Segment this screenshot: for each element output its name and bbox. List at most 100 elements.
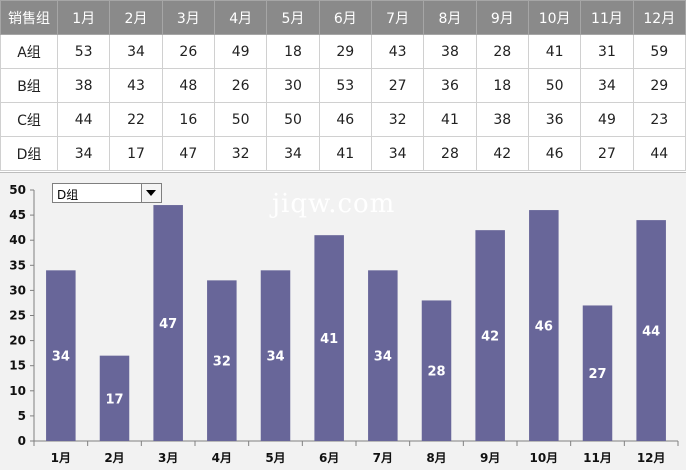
x-tick-label: 10月 bbox=[529, 451, 558, 465]
month-header: 5月 bbox=[266, 0, 320, 35]
x-tick-label: 5月 bbox=[265, 451, 285, 465]
bar bbox=[475, 230, 505, 441]
dropdown-arrow-icon[interactable] bbox=[141, 184, 161, 202]
table-row: A组 53 34 26 49 18 29 43 38 28 41 31 59 bbox=[0, 34, 686, 69]
corner-header: 销售组 bbox=[0, 0, 58, 35]
value-cell: 16 bbox=[161, 102, 215, 137]
bar bbox=[207, 280, 237, 441]
y-tick-label: 0 bbox=[18, 434, 26, 448]
bar bbox=[636, 220, 666, 441]
value-cell: 34 bbox=[370, 136, 425, 171]
value-cell: 50 bbox=[213, 102, 268, 137]
bar-data-label: 47 bbox=[159, 317, 177, 332]
value-cell: 28 bbox=[475, 34, 529, 69]
bar-data-label: 42 bbox=[481, 330, 499, 345]
value-cell: 31 bbox=[580, 34, 634, 69]
bar-data-label: 32 bbox=[213, 355, 231, 370]
value-cell: 29 bbox=[632, 68, 686, 103]
value-cell: 50 bbox=[266, 102, 320, 137]
bar bbox=[153, 205, 183, 441]
value-cell: 38 bbox=[56, 68, 111, 103]
value-cell: 41 bbox=[318, 136, 372, 171]
value-cell: 36 bbox=[423, 68, 477, 103]
bar-data-label: 34 bbox=[266, 350, 284, 365]
table-row: B组 38 43 48 26 30 53 27 36 18 50 34 29 bbox=[0, 68, 686, 103]
y-tick-label: 20 bbox=[9, 334, 26, 348]
bar-data-label: 44 bbox=[642, 325, 660, 340]
watermark: jiqw.com bbox=[272, 189, 396, 219]
value-cell: 42 bbox=[475, 136, 529, 171]
month-header: 10月 bbox=[527, 0, 582, 35]
table-row: C组 44 22 16 50 50 46 32 41 38 36 49 23 bbox=[0, 102, 686, 137]
value-cell: 34 bbox=[580, 68, 634, 103]
value-cell: 48 bbox=[161, 68, 215, 103]
value-cell: 49 bbox=[580, 102, 634, 137]
bar-data-label: 34 bbox=[52, 350, 70, 365]
value-cell: 53 bbox=[56, 34, 111, 69]
x-tick-label: 12月 bbox=[637, 451, 666, 465]
value-cell: 38 bbox=[423, 34, 477, 69]
bar-data-label: 17 bbox=[105, 392, 123, 407]
x-tick-label: 6月 bbox=[319, 451, 339, 465]
x-tick-label: 11月 bbox=[583, 451, 612, 465]
value-cell: 38 bbox=[475, 102, 529, 137]
y-tick-label: 35 bbox=[9, 258, 26, 272]
chart-area: 0 5 10 15 20 25 30 35 40 45 50 34 1月 17 2月 47 3月 32 4月 34 5月… bbox=[0, 172, 686, 470]
month-header: 4月 bbox=[213, 0, 268, 35]
x-tick-label: 7月 bbox=[373, 451, 393, 465]
value-cell: 44 bbox=[56, 102, 111, 137]
month-header: 12月 bbox=[632, 0, 686, 35]
value-cell: 23 bbox=[632, 102, 686, 137]
value-cell: 46 bbox=[527, 136, 582, 171]
month-header: 8月 bbox=[423, 0, 477, 35]
bar-data-label: 46 bbox=[535, 320, 553, 335]
y-tick-label: 45 bbox=[9, 208, 26, 222]
value-cell: 29 bbox=[318, 34, 372, 69]
value-cell: 34 bbox=[109, 34, 163, 69]
y-tick-label: 5 bbox=[18, 409, 26, 423]
value-cell: 53 bbox=[318, 68, 372, 103]
value-cell: 50 bbox=[527, 68, 582, 103]
bar bbox=[99, 355, 130, 441]
value-cell: 18 bbox=[266, 34, 320, 69]
group-dropdown[interactable]: D组 bbox=[52, 183, 162, 203]
bar bbox=[368, 270, 398, 441]
value-cell: 26 bbox=[213, 68, 268, 103]
y-tick-label: 30 bbox=[9, 283, 26, 297]
y-tick-label: 15 bbox=[9, 359, 26, 373]
table-header-row: 销售组 1月 2月 3月 4月 5月 6月 7月 8月 9月 10月 11月 12月 bbox=[0, 0, 686, 35]
value-cell: 18 bbox=[475, 68, 529, 103]
value-cell: 43 bbox=[370, 34, 425, 69]
bar bbox=[46, 270, 76, 441]
group-cell: D组 bbox=[0, 136, 58, 171]
value-cell: 34 bbox=[266, 136, 320, 171]
month-header: 7月 bbox=[370, 0, 425, 35]
x-tick-label: 2月 bbox=[104, 451, 124, 465]
x-tick-label: 9月 bbox=[480, 451, 500, 465]
x-tick-label: 8月 bbox=[426, 451, 446, 465]
value-cell: 32 bbox=[370, 102, 425, 137]
group-cell: C组 bbox=[0, 102, 58, 137]
bar-data-label: 28 bbox=[427, 365, 445, 380]
value-cell: 26 bbox=[161, 34, 215, 69]
value-cell: 36 bbox=[527, 102, 582, 137]
group-cell: B组 bbox=[0, 68, 58, 103]
value-cell: 47 bbox=[161, 136, 215, 171]
month-header: 11月 bbox=[580, 0, 634, 35]
bar-data-label: 41 bbox=[320, 332, 338, 347]
y-tick-label: 50 bbox=[9, 183, 26, 197]
bar-data-label: 34 bbox=[374, 350, 392, 365]
month-header: 6月 bbox=[318, 0, 372, 35]
value-cell: 28 bbox=[423, 136, 477, 171]
x-tick-label: 1月 bbox=[51, 451, 71, 465]
group-dropdown-value: D组 bbox=[57, 188, 79, 202]
value-cell: 41 bbox=[423, 102, 477, 137]
bar bbox=[421, 300, 452, 441]
y-tick-label: 10 bbox=[9, 384, 26, 398]
value-cell: 22 bbox=[109, 102, 163, 137]
value-cell: 44 bbox=[632, 136, 686, 171]
value-cell: 43 bbox=[109, 68, 163, 103]
value-cell: 46 bbox=[318, 102, 372, 137]
value-cell: 27 bbox=[370, 68, 425, 103]
value-cell: 30 bbox=[266, 68, 320, 103]
